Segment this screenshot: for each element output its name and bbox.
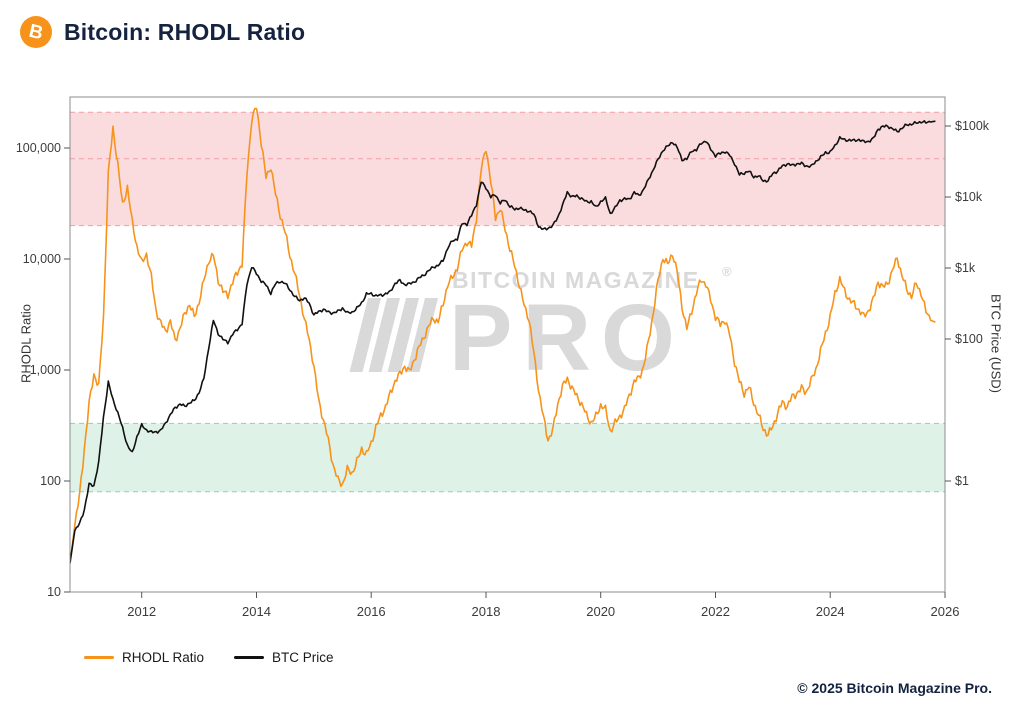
legend-item-btc[interactable]: BTC Price [234, 650, 334, 665]
watermark-registered: ® [722, 264, 732, 279]
legend-label-rhodl: RHODL Ratio [122, 650, 205, 665]
x-tick-label: 2012 [127, 604, 156, 617]
band-1 [70, 423, 945, 492]
series-line-1 [70, 119, 936, 564]
legend-label-btc: BTC Price [272, 650, 334, 665]
y-left-tick-label: 100,000 [16, 141, 61, 155]
y-right-tick-label: $100k [955, 119, 990, 133]
y-left-tick-label: 1,000 [30, 363, 61, 377]
y-right-tick-label: $100 [955, 332, 983, 346]
x-tick-label: 2026 [931, 604, 960, 617]
chart: RHODL Ratio BTC Price (USD) BITCOIN MAGA… [0, 72, 1024, 617]
bitcoin-glyph: B [26, 20, 46, 44]
y-right-tick-label: $10k [955, 190, 983, 204]
page-title: Bitcoin: RHODL Ratio [64, 18, 306, 45]
header: B Bitcoin: RHODL Ratio [20, 16, 305, 48]
x-tick-label: 2022 [701, 604, 730, 617]
plot-border [69, 96, 946, 593]
copyright: © 2025 Bitcoin Magazine Pro. [797, 680, 992, 696]
x-tick-label: 2024 [816, 604, 845, 617]
x-tick-label: 2020 [586, 604, 615, 617]
y-right-tick-label: $1k [955, 261, 976, 275]
legend-swatch-btc [234, 656, 265, 659]
legend: RHODL Ratio BTC Price [84, 650, 334, 665]
y-right-tick-label: $1 [955, 474, 969, 488]
x-tick-label: 2014 [242, 604, 271, 617]
watermark-bars-icon [349, 298, 438, 372]
y-left-tick-label: 100 [40, 474, 61, 488]
band-0 [70, 112, 945, 226]
legend-swatch-rhodl [84, 656, 114, 659]
y-left-tick-label: 10,000 [23, 252, 61, 266]
x-tick-label: 2016 [357, 604, 386, 617]
x-tick-label: 2018 [472, 604, 501, 617]
y-left-tick-label: 10 [47, 585, 61, 599]
legend-item-rhodl[interactable]: RHODL Ratio [84, 650, 204, 665]
watermark-pro: PRO [449, 285, 685, 391]
rhodl-chart-canvas[interactable]: BITCOIN MAGAZINE ®PRO100,00010,0001,00010… [0, 72, 1024, 617]
bitcoin-icon: B [20, 16, 52, 48]
series-line-0 [70, 107, 936, 564]
